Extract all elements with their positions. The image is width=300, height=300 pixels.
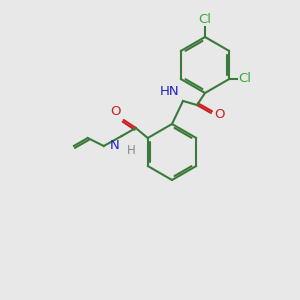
Text: O: O — [214, 107, 224, 121]
Text: HN: HN — [159, 85, 179, 98]
Text: Cl: Cl — [238, 73, 251, 85]
Text: O: O — [110, 105, 121, 118]
Text: N: N — [110, 139, 120, 152]
Text: Cl: Cl — [199, 13, 212, 26]
Text: H: H — [127, 144, 136, 157]
